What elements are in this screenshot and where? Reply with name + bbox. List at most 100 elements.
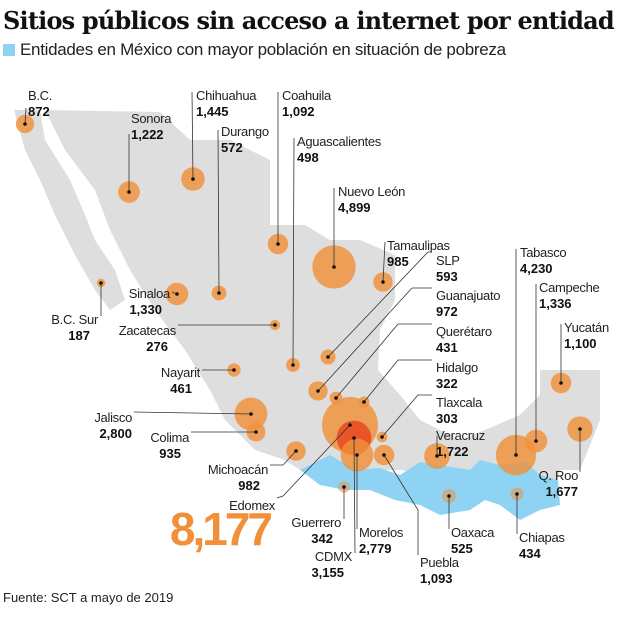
state-name-zacatecas: Zacatecas [119, 323, 177, 338]
leader-jalisco [133, 411, 252, 415]
dot-bc [23, 122, 27, 126]
dot-zacatecas [273, 323, 277, 327]
dot-cdmx [352, 436, 356, 440]
state-name-coahuila: Coahuila [282, 88, 332, 103]
dot-chihuahua [191, 177, 195, 181]
state-value-hidalgo: 322 [436, 376, 458, 391]
dot-colima [254, 430, 258, 434]
state-value-chiapas: 434 [519, 546, 541, 561]
state-name-cdmx: CDMX [315, 549, 353, 564]
state-value-jalisco: 2,800 [99, 426, 132, 441]
legend-swatch [3, 44, 15, 56]
state-name-bc: B.C. [28, 88, 52, 103]
dot-yucatn [559, 381, 563, 385]
state-value-yucatn: 1,100 [564, 336, 597, 351]
dot-tamaulipas [381, 280, 385, 284]
dot-chiapas [515, 492, 519, 496]
legend-label: Entidades en México con mayor población … [20, 40, 506, 59]
state-name-guanajuato: Guanajuato [436, 288, 500, 303]
state-value-campeche: 1,336 [539, 296, 572, 311]
baja-peninsula [14, 110, 125, 310]
state-name-chiapas: Chiapas [519, 530, 565, 545]
dot-hidalgo [362, 400, 366, 404]
dot-nayarit [232, 368, 236, 372]
state-name-quertaro: Querétaro [436, 324, 492, 339]
state-name-qroo: Q. Roo [539, 468, 578, 483]
state-value-durango: 572 [221, 140, 243, 155]
dot-guerrero [342, 485, 346, 489]
state-value-qroo: 1,677 [545, 484, 578, 499]
dot-nuevolen [332, 265, 336, 269]
state-value-bc: 872 [28, 104, 50, 119]
leader-hidalgo [363, 359, 432, 403]
state-value-chihuahua: 1,445 [196, 104, 229, 119]
state-value-tlaxcala: 303 [436, 411, 458, 426]
leaders [24, 91, 581, 555]
state-name-oaxaca: Oaxaca [451, 525, 495, 540]
dot-qroo [578, 427, 582, 431]
state-name-guerrero: Guerrero [291, 515, 341, 530]
dots [23, 122, 582, 498]
state-value-cdmx: 3,155 [311, 565, 344, 580]
state-value-guerrero: 342 [311, 531, 333, 546]
leader-durango [217, 129, 220, 294]
state-value-guanajuato: 972 [436, 304, 458, 319]
state-name-slp: SLP [436, 253, 460, 268]
state-name-hidalgo: Hidalgo [436, 360, 478, 375]
land [14, 110, 600, 490]
mainland [45, 110, 600, 490]
dot-edomex [348, 423, 352, 427]
state-value-nuevolen: 4,899 [338, 200, 371, 215]
leader-slp [327, 251, 432, 358]
state-value-aguascalientes: 498 [297, 150, 319, 165]
state-value-puebla: 1,093 [420, 571, 453, 586]
state-name-yucatn: Yucatán [564, 320, 609, 335]
state-value-veracruz: 1,722 [436, 444, 469, 459]
leader-michoacn [270, 450, 297, 466]
poverty-region [300, 455, 560, 520]
state-value-michoacn: 982 [238, 478, 260, 493]
state-name-edomex: Edomex [229, 498, 276, 513]
leader-chihuahua [191, 91, 194, 180]
source-note: Fuente: SCT a mayo de 2019 [3, 590, 174, 605]
state-name-tabasco: Tabasco [520, 245, 566, 260]
dot-bcsur [99, 281, 103, 285]
state-name-aguascalientes: Aguascalientes [297, 134, 382, 149]
state-value-oaxaca: 525 [451, 541, 473, 556]
state-name-durango: Durango [221, 124, 269, 139]
state-value-tamaulipas: 985 [387, 254, 409, 269]
state-name-tlaxcala: Tlaxcala [436, 395, 483, 410]
leader-cdmx [353, 437, 356, 554]
state-name-veracruz: Veracruz [436, 428, 485, 443]
state-value-slp: 593 [436, 269, 458, 284]
state-value-quertaro: 431 [436, 340, 458, 355]
chart-title: Sitios públicos sin acceso a internet po… [3, 6, 615, 35]
state-value-morelos: 2,779 [359, 541, 392, 556]
state-name-nuevolen: Nuevo León [338, 184, 405, 199]
leader-quertaro [335, 323, 432, 399]
state-name-jalisco: Jalisco [94, 410, 132, 425]
state-name-michoacn: Michoacán [208, 462, 268, 477]
state-name-sonora: Sonora [131, 111, 172, 126]
dot-sonora [127, 190, 131, 194]
state-value-colima: 935 [159, 446, 181, 461]
dot-sinaloa [175, 292, 179, 296]
leader-edomex [276, 424, 351, 499]
dot-coahuila [276, 242, 280, 246]
dot-campeche [534, 439, 538, 443]
state-name-nayarit: Nayarit [161, 365, 201, 380]
dot-quertaro [334, 396, 338, 400]
state-name-sinaloa: Sinaloa [129, 286, 171, 301]
dot-oaxaca [447, 494, 451, 498]
state-name-colima: Colima [150, 430, 190, 445]
dot-morelos [355, 453, 359, 457]
labels: B.C.872 Sonora1,222Chihuahua1,445Durango5… [28, 88, 609, 586]
leader-bc [24, 107, 27, 125]
state-value-sinaloa: 1,330 [129, 302, 162, 317]
state-name-campeche: Campeche [539, 280, 600, 295]
leader-guanajuato [317, 287, 432, 392]
dot-tlaxcala [380, 435, 384, 439]
state-value-zacatecas: 276 [146, 339, 168, 354]
